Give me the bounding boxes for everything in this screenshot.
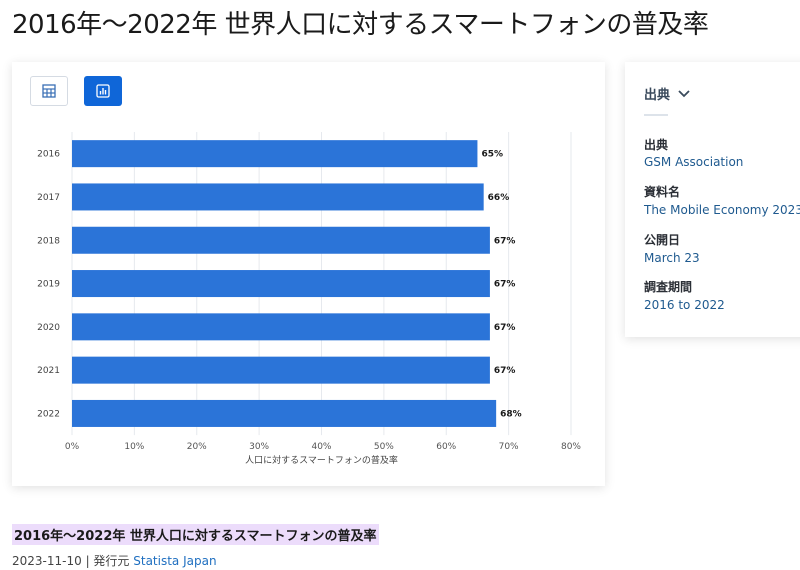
source-divider [644, 114, 668, 116]
footer-meta: 2023-11-10 | 発行元 Statista Japan [12, 552, 217, 569]
data-label: 66% [488, 193, 510, 203]
bar [72, 226, 490, 254]
data-label: 67% [494, 236, 516, 246]
y-tick-label: 2020 [37, 323, 60, 333]
publication-name-value: The Mobile Economy 2023 [644, 203, 800, 217]
bar [72, 270, 490, 298]
bar-chart-icon [96, 84, 110, 98]
source-value: GSM Association [644, 155, 744, 169]
source-panel: 出典 出典 GSM Association 資料名 The Mobile Eco… [625, 62, 800, 337]
table-icon [42, 84, 56, 98]
table-view-button[interactable] [30, 76, 68, 106]
chevron-down-icon [678, 89, 690, 97]
chart-view-button[interactable] [84, 76, 122, 106]
x-axis-title: 人口に対するスマートフォンの普及率 [245, 454, 398, 466]
data-label: 67% [494, 366, 516, 376]
x-tick-label: 60% [436, 442, 456, 452]
footer-publisher-prefix: 発行元 [93, 554, 134, 568]
bar [72, 183, 484, 211]
source-header-label: 出典 [644, 88, 671, 103]
release-date-value: March 23 [644, 251, 700, 265]
x-tick-label: 70% [499, 442, 519, 452]
y-tick-label: 2017 [37, 193, 60, 203]
data-label: 67% [494, 323, 516, 333]
footer-title: 2016年〜2022年 世界人口に対するスマートフォンの普及率 [12, 524, 379, 545]
data-label: 65% [481, 150, 503, 160]
y-tick-label: 2016 [37, 150, 60, 160]
x-tick-label: 20% [187, 442, 207, 452]
y-tick-label: 2022 [37, 409, 60, 419]
data-label: 67% [494, 280, 516, 290]
bar [72, 313, 490, 341]
y-tick-label: 2018 [37, 236, 60, 246]
x-tick-label: 50% [374, 442, 394, 452]
data-label: 68% [500, 409, 522, 419]
publisher-link[interactable]: Statista Japan [133, 554, 217, 568]
footer-separator: | [81, 554, 94, 568]
bar-chart: 0% 10% 20% 30% 40% 50% 60% 70% 80% 2016 65% 2017 66%… [37, 132, 581, 466]
release-date-label: 公開日 [644, 233, 681, 247]
x-tick-label: 0% [65, 442, 80, 452]
footer-date: 2023-11-10 [12, 554, 82, 568]
source-label: 出典 [644, 138, 669, 152]
x-tick-label: 40% [311, 442, 331, 452]
source-toggle[interactable]: 出典 [644, 84, 690, 103]
bar [72, 399, 497, 427]
x-tick-label: 30% [249, 442, 269, 452]
chart-card: 0% 10% 20% 30% 40% 50% 60% 70% 80% 2016 65% 2017 66%… [12, 62, 605, 486]
survey-period-label: 調査期間 [644, 280, 693, 294]
y-tick-label: 2019 [37, 280, 60, 290]
publication-name-label: 資料名 [644, 185, 681, 199]
x-tick-label: 80% [561, 442, 581, 452]
y-tick-label: 2021 [37, 366, 60, 376]
x-tick-label: 10% [124, 442, 144, 452]
bar [72, 356, 490, 384]
survey-period-value: 2016 to 2022 [644, 298, 725, 312]
page-title: 2016年〜2022年 世界人口に対するスマートフォンの普及率 [12, 10, 709, 40]
bar [72, 140, 478, 168]
